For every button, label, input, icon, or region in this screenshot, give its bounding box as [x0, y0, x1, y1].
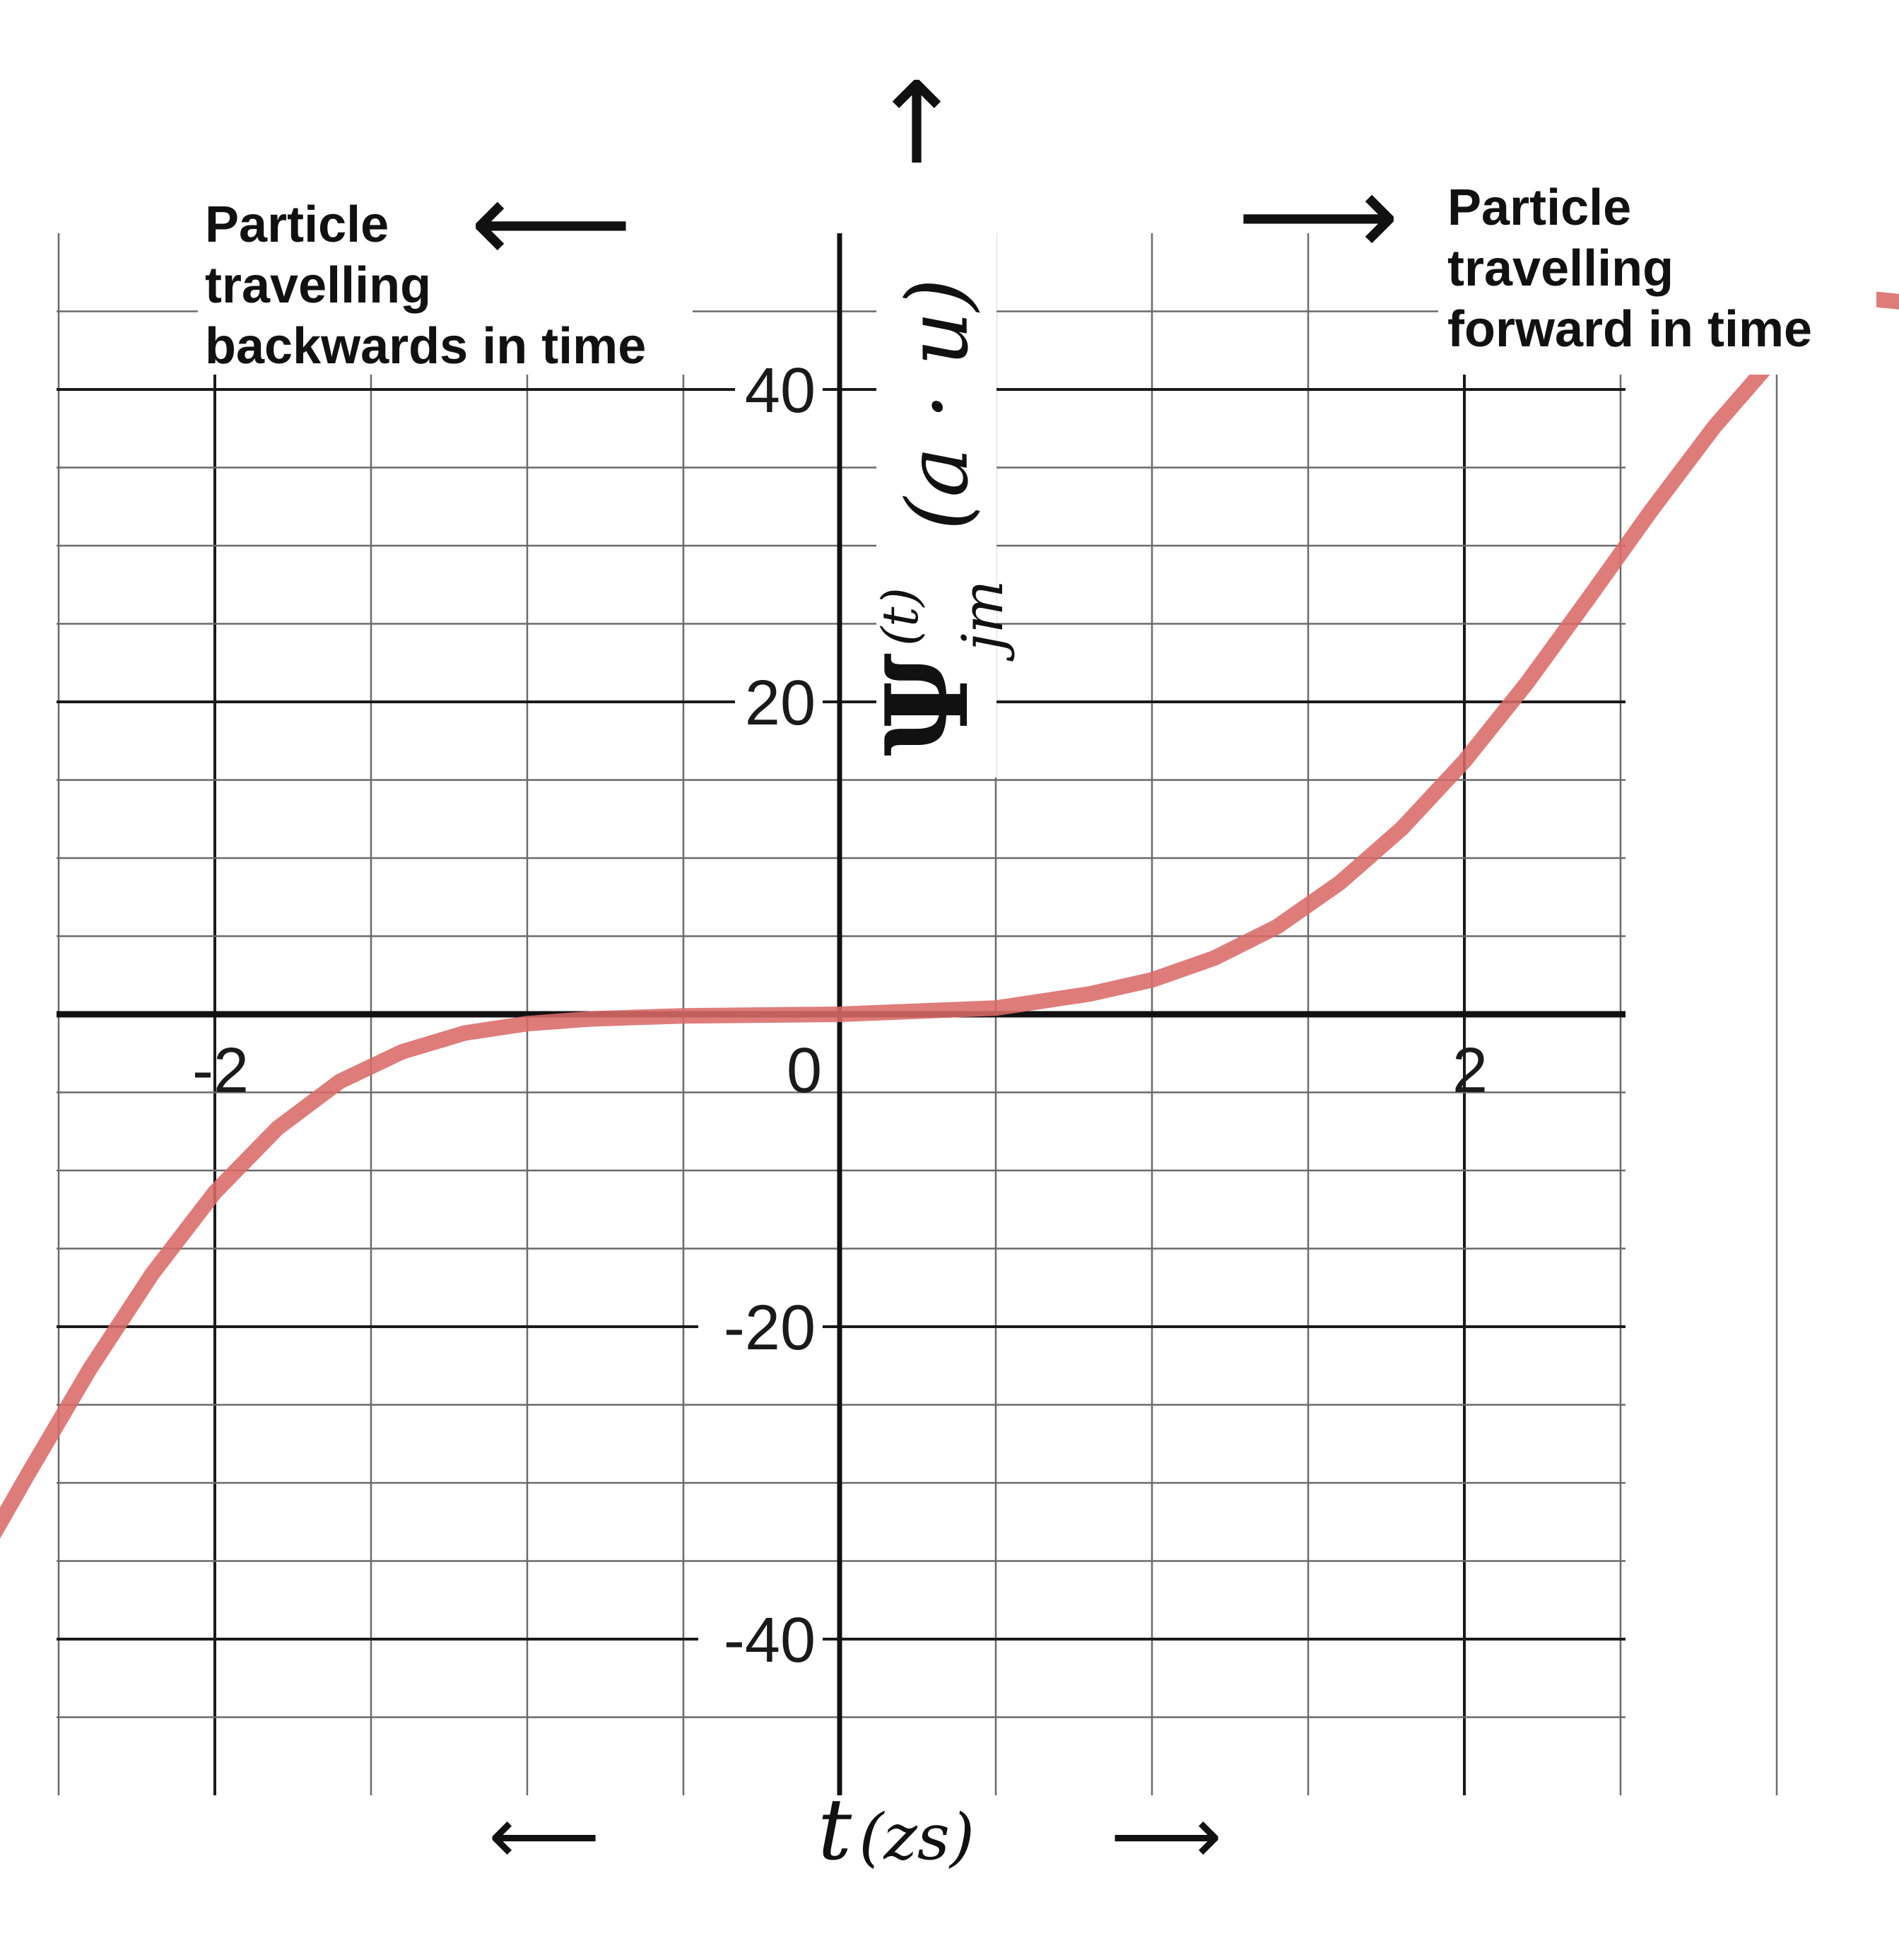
series-line	[0, 291, 1899, 1539]
y-tick-label-bg	[698, 1604, 823, 1674]
left-annotation-bg	[198, 191, 693, 375]
y-axis-subscript: jm	[950, 580, 1016, 662]
x-axis-unit: (zs)	[859, 1800, 975, 1874]
right-annotation-line-3: forward in time	[1447, 301, 1812, 358]
left-annotation-arrow: ⟵	[470, 156, 632, 288]
x-tick-label: 0	[787, 1035, 822, 1106]
svg-text:Ψ(t)jm(a · u): Ψ (t) jm (a · u)	[861, 278, 1016, 756]
y-tick-label: 40	[745, 356, 816, 426]
y-tick-label-bg	[735, 667, 823, 737]
right-annotation-line-1: Particle	[1447, 180, 1631, 236]
x-axis-right-arrow: ⟶	[1110, 1790, 1222, 1881]
right-annotation-line-2: travelling	[1447, 240, 1674, 297]
right-annotation-arrow: ⟶	[1237, 149, 1399, 281]
y-tick-label: -20	[724, 1293, 816, 1363]
y-tick-label: 20	[745, 668, 816, 739]
left-annotation: Particle travelling backwards in time	[205, 196, 646, 375]
x-tick-label: 2	[1452, 1035, 1488, 1106]
y-tick-label-bg	[735, 354, 823, 425]
x-tick-label: -2	[192, 1035, 249, 1106]
x-axis-left-arrow: ⟵	[488, 1790, 600, 1881]
y-axis-superscript: (t)	[871, 587, 929, 646]
x-axis-label: t	[818, 1781, 852, 1879]
right-annotation-bg	[1438, 170, 1876, 375]
left-annotation-line-1: Particle	[205, 196, 389, 253]
y-axis-title: Ψ (t) jm (a · u)	[861, 278, 1016, 756]
y-axis-up-arrow: ↑	[869, 57, 964, 189]
y-axis-title-bg	[876, 198, 996, 777]
right-annotation: Particle travelling forward in time	[1447, 180, 1812, 358]
left-annotation-line-2: travelling	[205, 257, 431, 314]
y-tick-label-bg	[698, 1291, 823, 1362]
series-layer	[0, 291, 1899, 1539]
x-axis-title: t (zs)	[818, 1781, 975, 1879]
y-axis-unit: (a · u)	[889, 278, 987, 531]
y-axis-symbol: Ψ	[861, 653, 994, 756]
y-tick-label: -40	[724, 1605, 816, 1676]
left-annotation-line-3: backwards in time	[205, 318, 646, 375]
